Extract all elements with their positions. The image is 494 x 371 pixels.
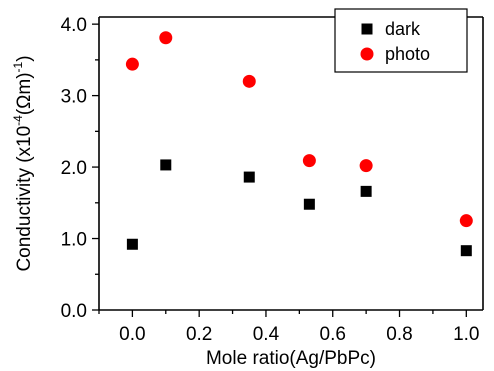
y-axis-title: Conductivity (x10-4(Ωm)-1) xyxy=(11,55,35,271)
photo-point xyxy=(242,74,256,88)
legend-label-photo: photo xyxy=(385,44,430,64)
x-axis-ticks: 0.0 0.2 0.4 0.6 0.8 1.0 xyxy=(98,310,480,345)
y-axis-title-suffix: ) xyxy=(14,55,35,61)
y-tick-label: 2.0 xyxy=(61,158,87,179)
dark-point xyxy=(243,171,255,183)
legend-box xyxy=(334,8,468,73)
y-axis-ticks: 0.0 1.0 2.0 3.0 4.0 xyxy=(61,15,99,322)
y-tick-label: 1.0 xyxy=(61,230,87,251)
x-tick-label: 0.8 xyxy=(386,324,412,345)
dark-point xyxy=(303,198,315,210)
y-tick-label: 0.0 xyxy=(61,301,87,322)
photo-point xyxy=(159,31,173,45)
legend-label-dark: dark xyxy=(385,19,421,39)
photo-point xyxy=(302,154,316,168)
photo-point xyxy=(125,57,139,71)
x-tick-label: 0.4 xyxy=(253,324,280,345)
y-tick-label: 4.0 xyxy=(61,15,87,36)
legend-entries: dark photo xyxy=(360,19,430,64)
x-tick-label: 0.0 xyxy=(119,324,145,345)
dark-point xyxy=(360,185,372,197)
y-axis-title-exponent-2: -1 xyxy=(11,61,25,72)
data-marks xyxy=(125,31,473,257)
series-dark xyxy=(126,159,472,257)
y-axis-title-exponent-1: -4 xyxy=(11,115,25,126)
dark-point xyxy=(126,238,138,250)
x-tick-label: 0.6 xyxy=(320,324,346,345)
x-axis-title: Mole ratio(Ag/PbPc) xyxy=(206,348,376,369)
plot-area xyxy=(98,16,484,311)
dark-point xyxy=(160,159,172,171)
y-tick-label: 3.0 xyxy=(61,87,87,108)
photo-point xyxy=(459,214,473,228)
legend-marker-dark xyxy=(361,23,373,35)
series-photo xyxy=(125,31,473,228)
legend: dark photo xyxy=(334,8,468,73)
x-tick-label: 1.0 xyxy=(453,324,479,345)
legend-marker-photo xyxy=(360,47,374,61)
y-axis-title-prefix: Conductivity (x10 xyxy=(14,126,35,272)
dark-point xyxy=(460,245,472,257)
photo-point xyxy=(359,159,373,173)
y-axis-title-middle: (Ωm) xyxy=(14,72,35,115)
x-tick-label: 0.2 xyxy=(186,324,212,345)
